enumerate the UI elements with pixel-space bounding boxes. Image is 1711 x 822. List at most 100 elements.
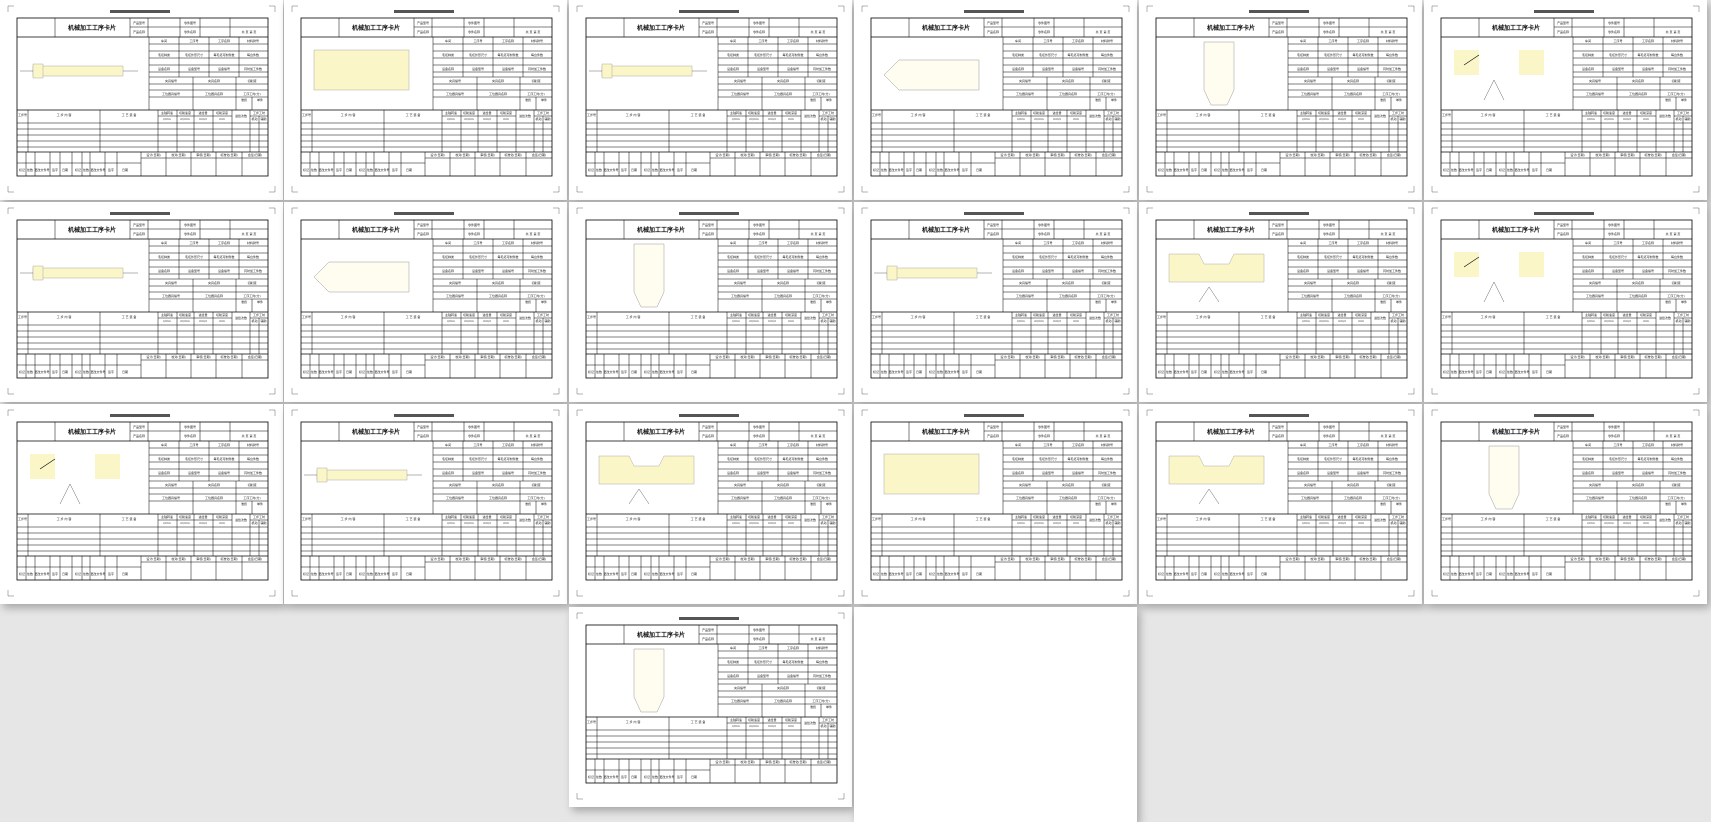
document-page[interactable]: 机械加工工序卡片 产品型号 零件图号 产品名称 零件名称 共 页 第 页车间 工序号 工序名称… bbox=[1424, 404, 1707, 604]
form-label: 零件图号 bbox=[753, 424, 765, 429]
form-label: 会签(日期) bbox=[532, 556, 546, 561]
part-drawing bbox=[1168, 253, 1265, 303]
document-page[interactable]: 机械加工工序卡片 产品型号 零件图号 产品名称 零件名称 共 页 第 页车间 工序号 工序名称… bbox=[0, 404, 283, 604]
form-label: 签字 bbox=[336, 571, 342, 576]
part-drawing bbox=[633, 243, 665, 308]
form-label: m/min bbox=[1034, 319, 1044, 323]
form-label: 准终 bbox=[1665, 501, 1671, 506]
form-label: 产品型号 bbox=[133, 222, 145, 227]
form-label: 夹具名称 bbox=[1347, 280, 1359, 285]
document-page[interactable]: 机械加工工序卡片 产品型号 零件图号 产品名称 零件名称 共 页 第 页车间 工序号 工序名称… bbox=[569, 607, 852, 807]
document-page[interactable]: 机械加工工序卡片 产品型号 零件图号 产品名称 零件名称 共 页 第 页车间 工序号 工序名称… bbox=[1424, 0, 1707, 200]
form-label: 设备编号 bbox=[218, 470, 230, 475]
document-page[interactable]: 机械加工工序卡片 产品型号 零件图号 产品名称 零件名称 共 页 第 页车间 工序号 工序名称… bbox=[569, 404, 852, 604]
form-label: 进给次数 bbox=[1374, 517, 1386, 522]
form-label: 工 步 内 容 bbox=[626, 112, 641, 117]
form-label: 进给次数 bbox=[1089, 315, 1101, 320]
form-label: 同时加工件数 bbox=[813, 66, 831, 71]
form-label: 切削液 bbox=[247, 280, 256, 285]
document-page[interactable]: 机械加工工序卡片 产品型号 零件图号 产品名称 零件名称 共 页 第 页车间 工序号 工序名称… bbox=[569, 0, 852, 200]
table-line bbox=[39, 458, 56, 470]
form-label: 更改文件号 bbox=[888, 369, 903, 374]
document-page[interactable]: 机械加工工序卡片 产品型号 零件图号 产品名称 零件名称 共 页 第 页车间 工序号 工序名称… bbox=[284, 202, 567, 402]
document-page[interactable]: 机械加工工序卡片 产品型号 零件图号 产品名称 零件名称 共 页 第 页车间 工序号 工序名称… bbox=[284, 404, 567, 604]
form-label: 夹具名称 bbox=[492, 280, 504, 285]
form-label: 同时加工件数 bbox=[244, 470, 262, 475]
form-label: 设备编号 bbox=[1642, 66, 1654, 71]
document-page[interactable]: 机械加工工序卡片 产品型号 零件图号 产品名称 零件名称 共 页 第 页车间 工序号 工序名称… bbox=[1139, 0, 1422, 200]
form-label: 工 艺 装 备 bbox=[691, 516, 706, 521]
form-label: 车间 bbox=[1015, 240, 1021, 245]
document-page[interactable]: 机械加工工序卡片 产品型号 零件图号 产品名称 零件名称 共 页 第 页车间 工序号 工序名称… bbox=[854, 202, 1137, 402]
form-label: 工位器具编号 bbox=[1586, 293, 1604, 298]
form-label: 工位器具编号 bbox=[731, 495, 749, 500]
form-label: 机械加工工序卡片 bbox=[1492, 24, 1540, 32]
form-label: 机动 bbox=[1105, 318, 1111, 323]
document-page[interactable]: 机械加工工序卡片 产品型号 零件图号 产品名称 零件名称 共 页 第 页车间 工序号 工序名称… bbox=[854, 0, 1137, 200]
document-page[interactable]: 机械加工工序卡片 产品型号 零件图号 产品名称 零件名称 共 页 第 页车间 工序号 工序名称… bbox=[284, 0, 567, 200]
form-label: 设备名称 bbox=[442, 268, 454, 273]
form-label: 切削液 bbox=[247, 78, 256, 83]
form-label: 工序名称 bbox=[1072, 442, 1084, 447]
form-label: r/min bbox=[1587, 117, 1595, 121]
form-label: 更改文件号 bbox=[1173, 571, 1188, 576]
form-label: 每毛坯可制件数 bbox=[782, 254, 803, 259]
form-label: 工步工时 bbox=[822, 110, 834, 115]
form-label: 每毛坯可制件数 bbox=[213, 52, 234, 57]
form-label: 材料牌号 bbox=[816, 645, 828, 650]
form-label: 工位器具编号 bbox=[731, 293, 749, 298]
form-label: 工序名称 bbox=[1642, 442, 1654, 447]
form-label: 辅助 bbox=[260, 520, 266, 525]
form-label: 夹具名称 bbox=[777, 482, 789, 487]
form-label: mm bbox=[503, 521, 509, 525]
form-label: 签字 bbox=[1476, 167, 1482, 172]
form-label: 会签(日期) bbox=[248, 556, 262, 561]
blank-page[interactable] bbox=[854, 607, 1137, 822]
form-label: 设备编号 bbox=[502, 470, 514, 475]
form-label: 共 页 第 页 bbox=[242, 29, 257, 34]
form-label: 零件图号 bbox=[468, 222, 480, 227]
form-label: 零件图号 bbox=[753, 222, 765, 227]
form-label: 辅助 bbox=[829, 520, 835, 525]
form-label: 产品名称 bbox=[133, 433, 145, 438]
form-label: 工序号 bbox=[473, 442, 482, 447]
form-label: 材料牌号 bbox=[816, 442, 828, 447]
form-label: 车间 bbox=[161, 240, 167, 245]
form-label: 辅助 bbox=[1684, 116, 1690, 121]
document-page[interactable]: 机械加工工序卡片 产品型号 零件图号 产品名称 零件名称 共 页 第 页车间 工序号 工序名称… bbox=[0, 202, 283, 402]
form-label: 工位器具编号 bbox=[731, 91, 749, 96]
form-label: 工步工时 bbox=[253, 312, 265, 317]
form-label: 零件图号 bbox=[1038, 222, 1050, 227]
form-label: 标记 bbox=[1158, 167, 1164, 172]
form-label: 辅助 bbox=[1114, 520, 1120, 525]
document-page[interactable]: 机械加工工序卡片 产品型号 零件图号 产品名称 零件名称 共 页 第 页车间 工序号 工序名称… bbox=[854, 404, 1137, 604]
document-page[interactable]: 机械加工工序卡片 产品型号 零件图号 产品名称 零件名称 共 页 第 页车间 工序号 工序名称… bbox=[0, 0, 283, 200]
part-drawing bbox=[30, 454, 120, 505]
document-page[interactable]: 机械加工工序卡片 产品型号 零件图号 产品名称 零件名称 共 页 第 页车间 工序号 工序名称… bbox=[569, 202, 852, 402]
form-label: 更改文件号 bbox=[374, 571, 389, 576]
form-label: 设备名称 bbox=[1582, 268, 1594, 273]
form-label: 夹具编号 bbox=[165, 482, 177, 487]
form-label: 校对(日期) bbox=[455, 354, 469, 359]
document-page[interactable]: 机械加工工序卡片 产品型号 零件图号 产品名称 零件名称 共 页 第 页车间 工序号 工序名称… bbox=[1424, 202, 1707, 402]
document-page[interactable]: 机械加工工序卡片 产品型号 零件图号 产品名称 零件名称 共 页 第 页车间 工序号 工序名称… bbox=[1139, 404, 1422, 604]
part-drawing bbox=[304, 467, 422, 483]
form-label: 签字 bbox=[1191, 369, 1197, 374]
form-label: 机械加工工序卡片 bbox=[68, 24, 116, 32]
form-label: 每台件数 bbox=[1386, 254, 1398, 259]
form-label: 标记 bbox=[19, 571, 25, 576]
document-page[interactable]: 机械加工工序卡片 产品型号 零件图号 产品名称 零件名称 共 页 第 页车间 工序号 工序名称… bbox=[1139, 202, 1422, 402]
form-label: 切削深度 bbox=[1640, 110, 1652, 115]
form-label: 设备型号 bbox=[757, 470, 769, 475]
form-label: 工步工时 bbox=[253, 514, 265, 519]
form-label: mm bbox=[1358, 117, 1364, 121]
form-label: 主轴转速 bbox=[1585, 312, 1597, 317]
form-label: 设计(日期) bbox=[146, 556, 160, 561]
form-label: 共 页 第 页 bbox=[526, 231, 541, 236]
form-label: 切削速度 bbox=[1318, 110, 1330, 115]
form-label: 工位器具名称 bbox=[774, 495, 792, 500]
form-label: 产品型号 bbox=[417, 222, 429, 227]
form-label: 标准化(日期) bbox=[1359, 354, 1376, 359]
